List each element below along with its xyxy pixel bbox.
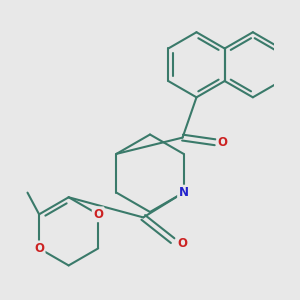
Text: O: O — [34, 242, 44, 255]
Text: O: O — [218, 136, 228, 149]
Text: O: O — [177, 237, 187, 250]
Text: N: N — [178, 186, 189, 199]
Text: O: O — [93, 208, 103, 221]
